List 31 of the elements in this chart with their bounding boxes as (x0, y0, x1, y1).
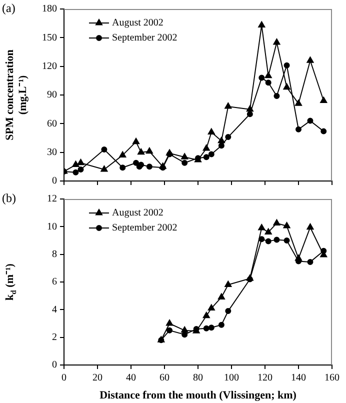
x-tick-label: 40 (126, 372, 136, 384)
legend-label: September 2002 (112, 32, 178, 44)
y-tick-label: 6 (52, 276, 57, 288)
y-tick-label: 10 (47, 221, 57, 232)
y-tick-label: 0 (52, 360, 57, 371)
y-tick-label: 60 (47, 118, 57, 130)
x-tick-label: 140 (291, 372, 306, 384)
x-tick-label: 100 (224, 372, 239, 384)
legend-label: August 2002 (112, 18, 164, 29)
y-axis-title: SPM concentration (mg.L⁻¹) (4, 50, 29, 140)
y-tick-label: 8 (52, 248, 57, 260)
legend-label: September 2002 (112, 222, 178, 234)
y-tick-label: 90 (47, 90, 57, 101)
y-tick-label: 180 (42, 4, 57, 15)
x-axis-title: Distance from the mouth (Vlissingen; km) (100, 389, 297, 402)
x-tick-label: 60 (160, 372, 170, 384)
x-tick-label: 120 (258, 372, 272, 384)
text: (a) (2, 1, 16, 16)
x-tick-label: 0 (62, 372, 66, 384)
y-tick-label: 30 (47, 146, 57, 158)
x-tick-label: 80 (193, 372, 203, 384)
y-tick-label: 4 (52, 304, 57, 316)
y-tick-label: 2 (52, 332, 57, 343)
y-tick-label: 0 (52, 176, 57, 187)
y-tick-label: 12 (47, 194, 57, 205)
y-tick-label: 120 (42, 60, 57, 72)
x-tick-label: 20 (92, 372, 102, 384)
y-tick-label: 150 (42, 32, 57, 44)
x-tick-label: 160 (324, 372, 340, 384)
legend-label: August 2002 (112, 208, 164, 219)
text: (b) (2, 191, 16, 206)
